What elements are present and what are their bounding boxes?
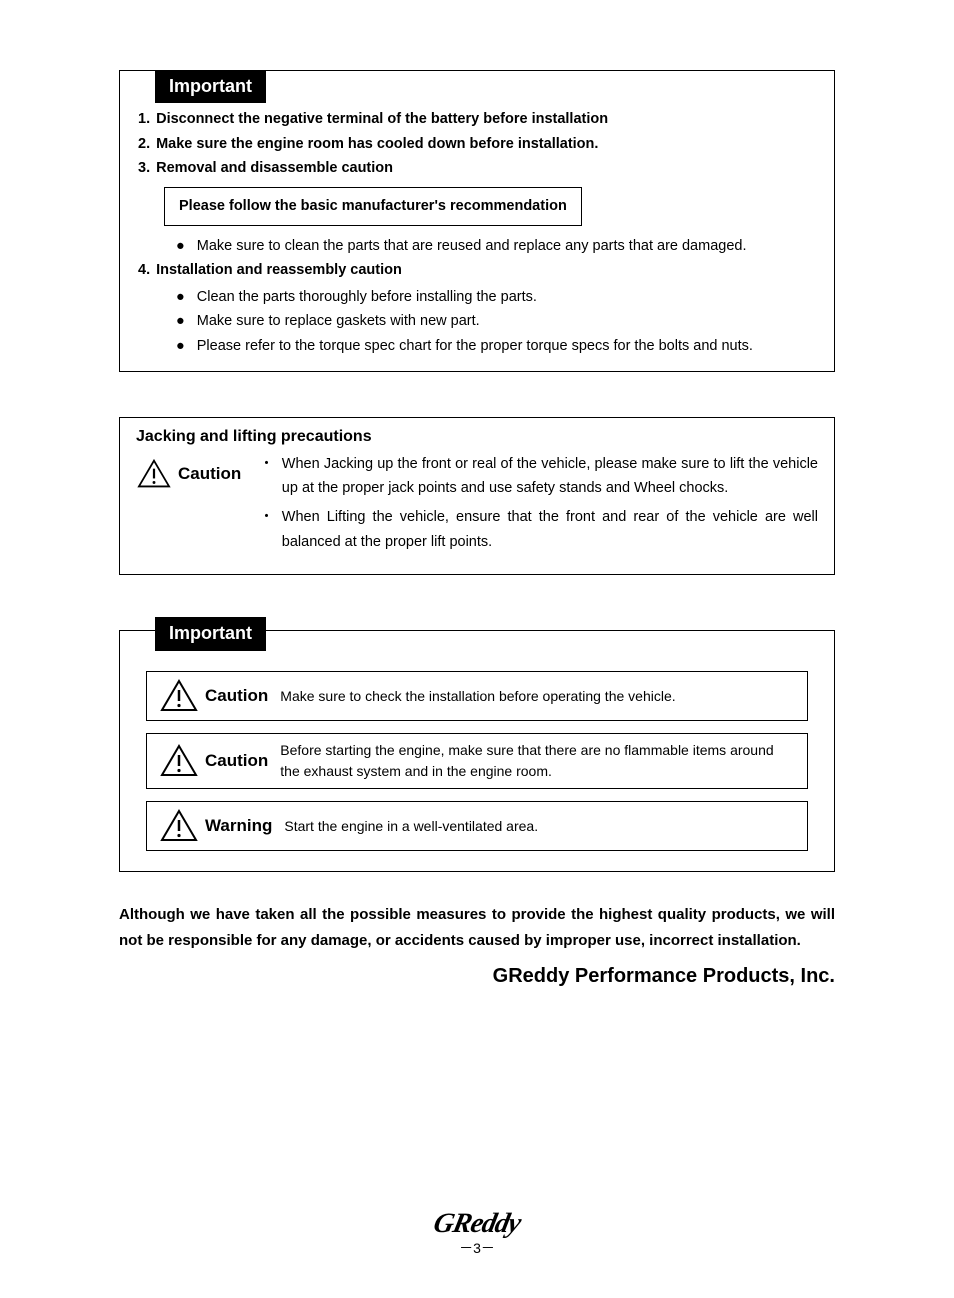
alert-label: Caution <box>205 686 268 706</box>
bullet-list-3: ● Make sure to clean the parts that are … <box>176 234 818 259</box>
list-item: 1. Disconnect the negative terminal of t… <box>138 107 818 132</box>
alert-text: Start the engine in a well-ventilated ar… <box>284 816 538 837</box>
item-text: Disconnect the negative terminal of the … <box>156 107 608 132</box>
list-item: 4. Installation and reassembly caution <box>138 258 818 283</box>
jacking-precautions-box: Jacking and lifting precautions Caution … <box>119 417 835 576</box>
warning-triangle-icon <box>159 678 199 714</box>
box-title: Important <box>155 617 266 650</box>
item-text: Make sure the engine room has cooled dow… <box>156 132 598 157</box>
bullet-dot-icon: ● <box>176 234 185 259</box>
bullet-item: ● Make sure to clean the parts that are … <box>176 234 818 259</box>
caution-label: Caution <box>178 464 241 484</box>
item-number: 1. <box>138 107 150 132</box>
item-number: 3. <box>138 156 150 181</box>
numbered-list: 1. Disconnect the negative terminal of t… <box>136 107 818 359</box>
recommendation-box: Please follow the basic manufacturer's r… <box>164 187 582 226</box>
greddy-logo: GReddy <box>431 1208 524 1240</box>
bullet-list-4: ● Clean the parts thoroughly before inst… <box>176 285 818 359</box>
alert-row: Caution Before starting the engine, make… <box>146 733 808 789</box>
warning-triangle-icon <box>136 458 172 490</box>
alert-text: Make sure to check the installation befo… <box>280 686 675 707</box>
alert-label: Warning <box>205 816 272 836</box>
jacking-points: ・ When Jacking up the front or real of t… <box>259 452 818 559</box>
page-number: －3－ <box>119 1238 835 1258</box>
important-box-2: Important Caution Make sure to check the… <box>119 630 835 872</box>
item-text: Removal and disassemble caution <box>156 156 393 181</box>
item-number: 2. <box>138 132 150 157</box>
disclaimer-text: Although we have taken all the possible … <box>119 902 835 953</box>
bullet-text: Clean the parts thoroughly before instal… <box>197 285 537 310</box>
bullet-dot-icon: ・ <box>259 505 274 554</box>
bullet-dot-icon: ● <box>176 334 185 359</box>
bullet-dot-icon: ・ <box>259 452 274 501</box>
alert-row: Warning Start the engine in a well-venti… <box>146 801 808 851</box>
jacking-point: ・ When Jacking up the front or real of t… <box>259 452 818 501</box>
important-box-1: Important 1. Disconnect the negative ter… <box>119 70 835 372</box>
item-number: 4. <box>138 258 150 283</box>
item-text: Installation and reassembly caution <box>156 258 402 283</box>
box-title: Important <box>155 70 266 103</box>
point-text: When Jacking up the front or real of the… <box>282 452 818 501</box>
list-item: 2. Make sure the engine room has cooled … <box>138 132 818 157</box>
jacking-content: Caution ・ When Jacking up the front or r… <box>136 452 818 559</box>
bullet-text: Make sure to replace gaskets with new pa… <box>197 309 480 334</box>
alert-text: Before starting the engine, make sure th… <box>280 740 795 782</box>
bullet-text: Please refer to the torque spec chart fo… <box>197 334 753 359</box>
warning-triangle-icon <box>159 808 199 844</box>
bullet-item: ● Clean the parts thoroughly before inst… <box>176 285 818 310</box>
jacking-point: ・ When Lifting the vehicle, ensure that … <box>259 505 818 554</box>
caution-block: Caution <box>136 458 241 490</box>
alert-label: Caution <box>205 751 268 771</box>
jacking-title: Jacking and lifting precautions <box>136 428 818 446</box>
bullet-text: Make sure to clean the parts that are re… <box>197 234 747 259</box>
alert-row: Caution Make sure to check the installat… <box>146 671 808 721</box>
bullet-item: ● Please refer to the torque spec chart … <box>176 334 818 359</box>
company-name: GReddy Performance Products, Inc. <box>119 965 835 988</box>
bullet-item: ● Make sure to replace gaskets with new … <box>176 309 818 334</box>
page-footer: GReddy －3－ <box>119 1208 835 1258</box>
warning-triangle-icon <box>159 743 199 779</box>
list-item: 3. Removal and disassemble caution <box>138 156 818 181</box>
bullet-dot-icon: ● <box>176 309 185 334</box>
point-text: When Lifting the vehicle, ensure that th… <box>282 505 818 554</box>
bullet-dot-icon: ● <box>176 285 185 310</box>
